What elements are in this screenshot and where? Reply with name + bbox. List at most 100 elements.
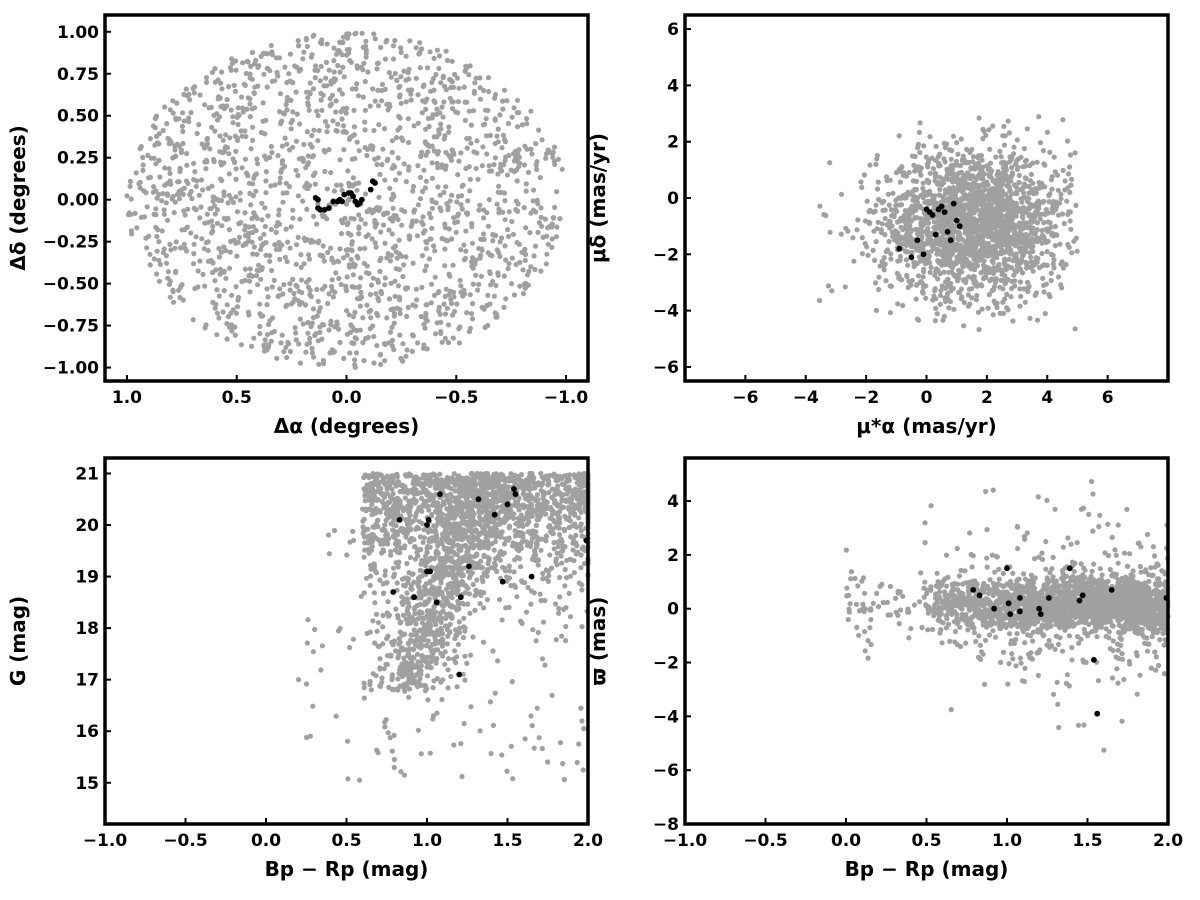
field-star	[391, 756, 397, 763]
field-star	[297, 360, 303, 366]
field-star	[352, 156, 358, 162]
field-star	[214, 287, 220, 293]
field-star	[948, 288, 954, 294]
field-star	[896, 133, 902, 139]
field-star	[453, 229, 459, 235]
field-star	[1048, 277, 1054, 284]
x-tick-label: 0.0	[331, 388, 361, 408]
field-star	[986, 242, 992, 248]
field-star	[341, 147, 347, 153]
field-star	[217, 133, 223, 139]
plot-frame-proper-motion	[683, 13, 1170, 383]
field-star	[978, 248, 984, 254]
field-star	[374, 628, 380, 634]
field-star	[413, 45, 419, 51]
field-star	[262, 223, 268, 230]
field-star	[1046, 192, 1052, 199]
field-star	[1030, 180, 1036, 186]
field-star	[337, 69, 343, 75]
field-star	[217, 149, 223, 155]
field-star	[268, 143, 274, 150]
field-star	[871, 228, 877, 234]
field-star	[177, 166, 183, 172]
field-star	[435, 290, 441, 296]
field-star	[343, 110, 349, 116]
field-star	[212, 128, 218, 134]
field-star	[201, 246, 207, 252]
field-star	[917, 258, 924, 264]
field-star	[1048, 270, 1054, 276]
field-star	[997, 310, 1003, 316]
field-star	[937, 271, 943, 277]
field-star	[898, 202, 905, 208]
field-star	[163, 200, 169, 206]
field-star	[511, 105, 517, 111]
field-star	[933, 266, 940, 272]
field-star	[224, 145, 231, 151]
field-star	[991, 284, 998, 290]
field-star	[176, 191, 182, 197]
field-star	[127, 178, 133, 184]
field-star	[382, 358, 388, 364]
field-star	[300, 56, 306, 62]
field-star	[421, 321, 427, 327]
field-star	[1044, 249, 1050, 255]
field-star	[917, 120, 923, 126]
field-star	[937, 301, 943, 307]
field-star	[472, 80, 478, 86]
field-star	[344, 252, 350, 258]
field-star	[297, 216, 303, 222]
field-star	[226, 192, 232, 198]
field-star	[1007, 178, 1013, 184]
field-star	[251, 335, 257, 341]
field-star	[250, 124, 256, 130]
field-star	[277, 175, 283, 181]
field-star	[1059, 259, 1065, 265]
field-star	[346, 312, 352, 318]
field-star	[356, 212, 362, 218]
field-star	[530, 207, 537, 213]
field-star	[344, 31, 350, 37]
x-tick-label: 6	[1102, 388, 1114, 408]
field-star	[490, 722, 496, 729]
field-star	[310, 315, 317, 321]
field-star	[336, 275, 342, 282]
field-star	[212, 305, 218, 311]
field-star	[1032, 292, 1038, 298]
field-star	[205, 239, 211, 245]
field-star	[246, 278, 253, 284]
field-star	[431, 678, 437, 684]
field-star	[370, 618, 376, 624]
field-star	[520, 291, 527, 297]
field-star	[851, 258, 857, 264]
field-star	[350, 314, 357, 320]
field-star	[1034, 220, 1040, 226]
field-star	[981, 263, 987, 269]
field-star	[842, 284, 848, 290]
field-star	[1021, 190, 1027, 196]
field-star	[389, 231, 395, 237]
field-star	[363, 38, 369, 44]
field-star	[355, 93, 362, 99]
field-star	[907, 222, 913, 229]
field-star	[421, 167, 427, 173]
field-star	[994, 255, 1000, 261]
field-star	[217, 266, 223, 272]
field-star	[230, 307, 236, 313]
field-star	[372, 98, 378, 104]
field-star	[357, 303, 363, 309]
field-star	[1069, 176, 1075, 182]
field-star	[518, 564, 524, 570]
field-star	[423, 310, 429, 316]
field-star	[1065, 241, 1071, 248]
field-star	[232, 58, 239, 64]
field-star	[347, 350, 353, 356]
field-star	[233, 67, 239, 73]
field-star	[1050, 233, 1056, 239]
field-star	[377, 665, 383, 671]
x-tick-label: 0	[921, 388, 933, 408]
field-star	[235, 297, 241, 303]
member-star	[908, 254, 915, 260]
field-star	[419, 110, 425, 116]
field-star	[949, 175, 956, 181]
